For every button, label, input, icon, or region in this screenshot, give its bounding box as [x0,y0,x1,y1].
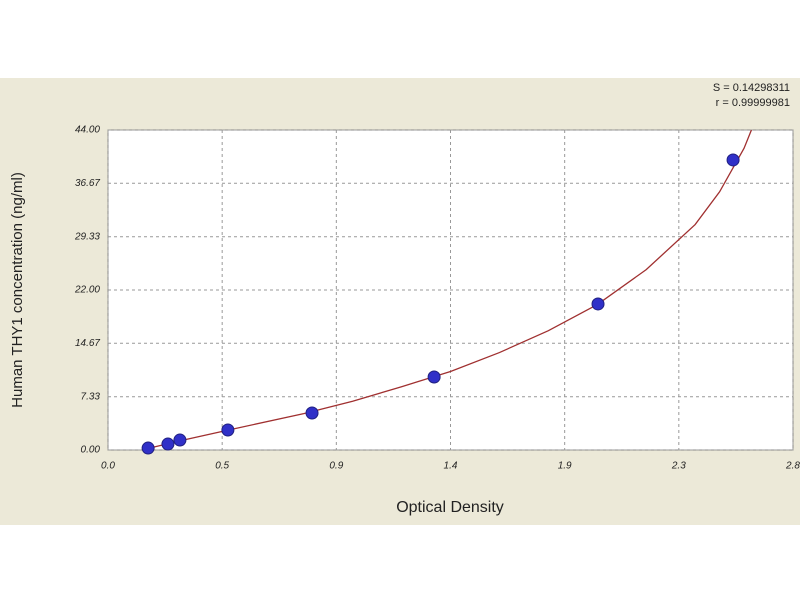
x-tick-label: 0.0 [101,461,115,472]
y-tick-label: 36.67 [75,178,100,189]
x-tick-label: 0.9 [329,461,343,472]
y-tick-label: 22.00 [74,285,100,296]
data-point [305,406,319,420]
y-axis-label: Human THY1 concentration (ng/ml) [9,172,26,408]
data-point [173,433,187,447]
y-tick-label: 29.33 [74,231,100,242]
y-tick-label: 7.33 [81,391,101,402]
data-point [427,370,441,384]
data-point [141,441,155,455]
x-tick-label: 2.8 [785,461,800,472]
annotation: r = 0.99999981 [716,97,790,109]
data-point [726,153,740,167]
x-tick-label: 2.3 [671,461,686,472]
x-tick-label: 0.5 [215,461,229,472]
x-tick-label: 1.4 [444,461,458,472]
fit-curve [144,129,753,450]
annotation: S = 0.14298311 [713,82,790,94]
x-tick-label: 1.9 [558,461,572,472]
y-tick-label: 44.00 [75,125,100,136]
y-tick-label: 14.67 [75,338,100,349]
y-tick-label: 0.00 [81,445,101,456]
data-point [221,423,235,437]
data-point [591,297,605,311]
data-point [161,437,175,451]
x-axis-label: Optical Density [396,499,504,516]
